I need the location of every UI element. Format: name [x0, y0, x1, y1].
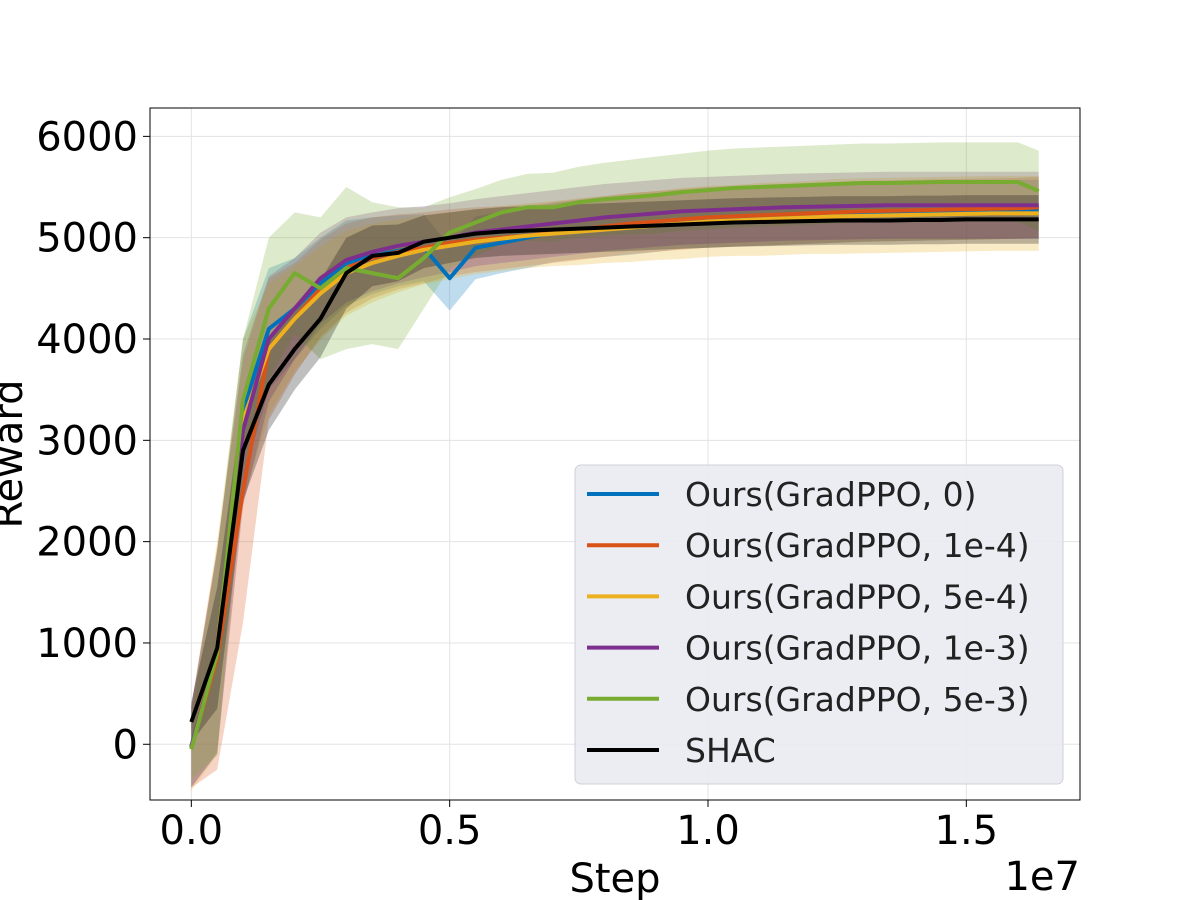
- legend-label-5: SHAC: [685, 731, 776, 770]
- y-tick-label: 3000: [36, 418, 138, 464]
- x-tick-label: 1.5: [935, 808, 999, 854]
- x-axis-ticks: 0.0 0.5 1.0 1.5: [160, 800, 999, 854]
- y-tick-label: 4000: [36, 317, 138, 363]
- legend-label-0: Ours(GradPPO, 0): [685, 475, 976, 514]
- x-tick-label: 1.0: [676, 808, 740, 854]
- series-band-2: [191, 175, 1039, 791]
- y-tick-label: 6000: [36, 114, 138, 160]
- legend-label-3: Ours(GradPPO, 1e-3): [685, 629, 1030, 668]
- plot-frame: [149, 107, 1081, 801]
- legend-label-1: Ours(GradPPO, 1e-4): [685, 526, 1030, 565]
- x-tick-label: 0.5: [418, 808, 482, 854]
- series-lines: [189, 180, 1040, 750]
- confidence-bands: [191, 142, 1039, 791]
- legend-box: [574, 464, 1064, 785]
- y-axis-ticks: 0 1000 2000 3000 4000 5000 6000: [36, 114, 150, 768]
- legend-label-4: Ours(GradPPO, 5e-3): [685, 680, 1030, 719]
- y-axis-label: Reward: [0, 380, 32, 529]
- series-line-5: [189, 217, 1039, 723]
- legend: Ours(GradPPO, 0) Ours(GradPPO, 1e-4) Ours(…: [574, 464, 1064, 785]
- legend-label-2: Ours(GradPPO, 5e-4): [685, 577, 1030, 616]
- series-line-3: [189, 203, 1039, 748]
- x-tick-label: 0.0: [160, 808, 224, 854]
- series-band-1: [191, 176, 1039, 788]
- y-tick-label: 2000: [36, 520, 138, 566]
- series-band-4: [191, 142, 1039, 780]
- x-axis-offset-label: 1e7: [1004, 854, 1080, 900]
- y-tick-label: 1000: [36, 621, 138, 667]
- series-line-4: [189, 180, 1040, 750]
- x-axis-label: Step: [569, 856, 660, 900]
- series-band-3: [191, 171, 1039, 788]
- y-tick-label: 5000: [36, 216, 138, 262]
- y-tick-label: 0: [113, 722, 138, 768]
